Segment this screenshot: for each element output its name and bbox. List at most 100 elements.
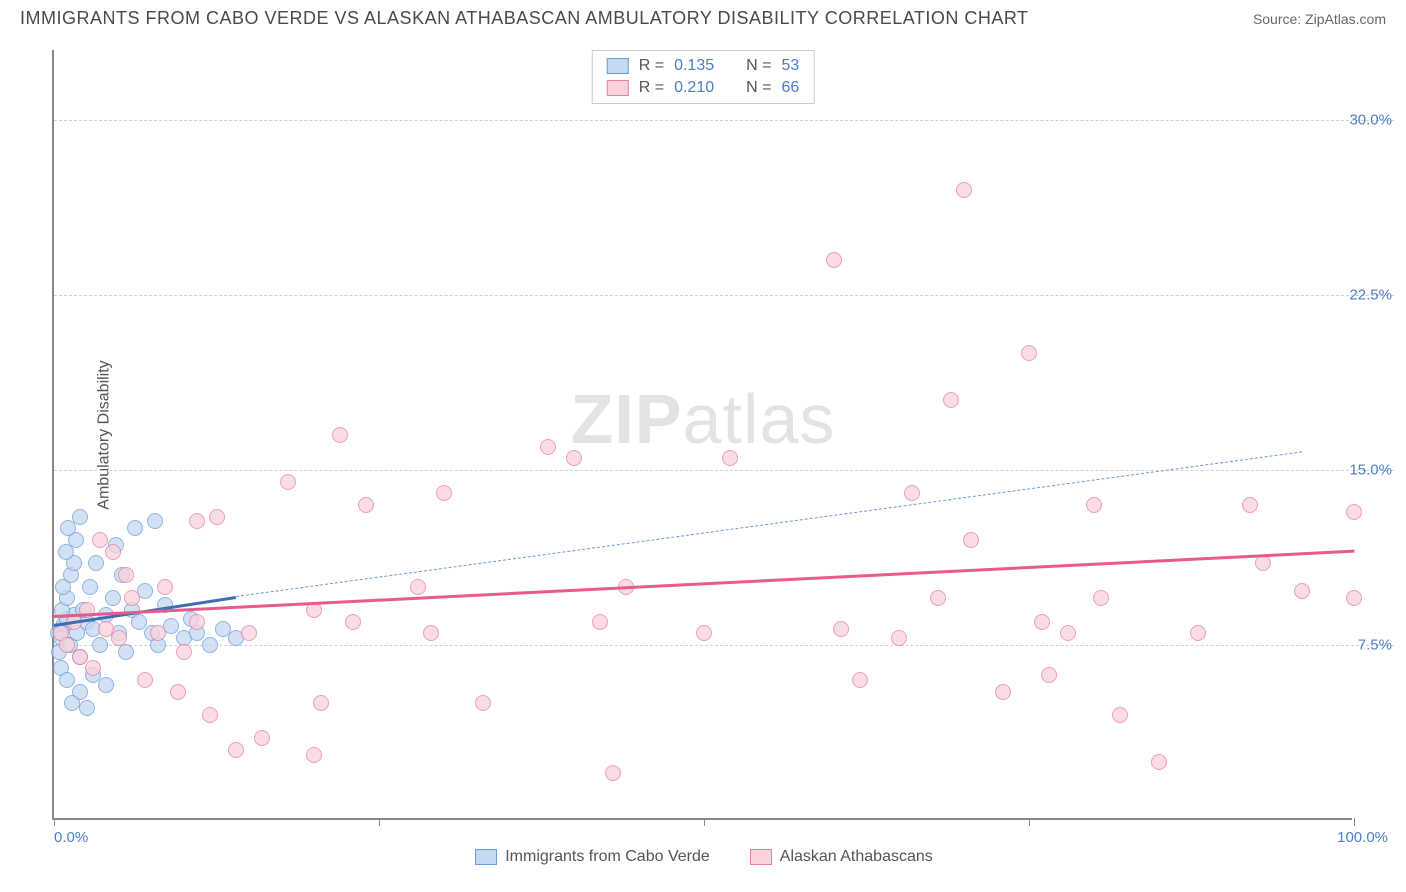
data-point (1086, 497, 1102, 513)
data-point (904, 485, 920, 501)
data-point (605, 765, 621, 781)
data-point (127, 520, 143, 536)
data-point (1021, 345, 1037, 361)
data-point (105, 590, 121, 606)
data-point (189, 614, 205, 630)
x-max-label: 100.0% (1337, 829, 1388, 846)
data-point (157, 579, 173, 595)
trend-line (236, 451, 1302, 597)
data-point (1060, 625, 1076, 641)
data-point (833, 621, 849, 637)
legend-series-label: Immigrants from Cabo Verde (505, 848, 710, 866)
data-point (566, 450, 582, 466)
data-point (1255, 555, 1271, 571)
data-point (826, 252, 842, 268)
data-point (540, 439, 556, 455)
plot-area: ZIPatlas R =0.135N =53R =0.210N =66 Immi… (52, 50, 1352, 820)
data-point (189, 513, 205, 529)
data-point (1242, 497, 1258, 513)
data-point (943, 392, 959, 408)
legend-r-label: R = (639, 79, 664, 97)
data-point (98, 677, 114, 693)
data-point (722, 450, 738, 466)
legend-n-label: N = (746, 57, 771, 75)
legend-swatch (607, 58, 629, 74)
legend-n-label: N = (746, 79, 771, 97)
legend-series-item: Alaskan Athabascans (750, 848, 933, 866)
data-point (202, 707, 218, 723)
data-point (956, 182, 972, 198)
gridline (54, 645, 1394, 646)
data-point (1346, 504, 1362, 520)
data-point (1151, 754, 1167, 770)
y-tick-label: 22.5% (1349, 287, 1392, 304)
legend-r-value: 0.210 (674, 79, 714, 97)
data-point (82, 579, 98, 595)
legend-swatch (750, 849, 772, 865)
legend-row: R = 0.135 N = 53 (607, 55, 800, 77)
trend-line (54, 549, 1354, 617)
data-point (79, 700, 95, 716)
data-point (592, 614, 608, 630)
data-point (72, 509, 88, 525)
legend-swatch (475, 849, 497, 865)
data-point (963, 532, 979, 548)
data-point (1034, 614, 1050, 630)
data-point (475, 695, 491, 711)
data-point (228, 742, 244, 758)
data-point (118, 567, 134, 583)
chart-container: Ambulatory Disability ZIPatlas R =0.135N… (52, 50, 1392, 820)
data-point (241, 625, 257, 641)
y-tick-label: 15.0% (1349, 462, 1392, 479)
source-label: Source: ZipAtlas.com (1253, 11, 1386, 27)
data-point (88, 555, 104, 571)
y-tick-label: 7.5% (1358, 637, 1392, 654)
data-point (852, 672, 868, 688)
data-point (345, 614, 361, 630)
data-point (358, 497, 374, 513)
data-point (137, 672, 153, 688)
data-point (696, 625, 712, 641)
legend-row: R = 0.210 N = 66 (607, 77, 800, 99)
x-tick (1029, 818, 1030, 826)
x-tick (1354, 818, 1355, 826)
data-point (170, 684, 186, 700)
data-point (92, 532, 108, 548)
gridline (54, 470, 1394, 471)
x-tick (54, 818, 55, 826)
data-point (332, 427, 348, 443)
data-point (105, 544, 121, 560)
legend-n-value: 53 (781, 57, 799, 75)
x-min-label: 0.0% (54, 829, 88, 846)
data-point (72, 649, 88, 665)
gridline (54, 295, 1394, 296)
data-point (111, 630, 127, 646)
data-point (930, 590, 946, 606)
data-point (1346, 590, 1362, 606)
data-point (306, 747, 322, 763)
legend-r-value: 0.135 (674, 57, 714, 75)
data-point (423, 625, 439, 641)
legend-r-label: R = (639, 57, 664, 75)
data-point (209, 509, 225, 525)
data-point (1190, 625, 1206, 641)
legend-series-label: Alaskan Athabascans (780, 848, 933, 866)
data-point (59, 672, 75, 688)
legend-series: Immigrants from Cabo Verde Alaskan Athaba… (54, 848, 1354, 866)
data-point (313, 695, 329, 711)
y-tick-label: 30.0% (1349, 112, 1392, 129)
data-point (1093, 590, 1109, 606)
legend-n-value: 66 (781, 79, 799, 97)
x-tick (379, 818, 380, 826)
data-point (85, 660, 101, 676)
data-point (1041, 667, 1057, 683)
legend-correlation: R = 0.135 N = 53 R = 0.210 N = 66 (592, 50, 815, 104)
data-point (410, 579, 426, 595)
x-tick (704, 818, 705, 826)
data-point (202, 637, 218, 653)
legend-swatch (607, 80, 629, 96)
data-point (436, 485, 452, 501)
data-point (1112, 707, 1128, 723)
legend-series-item: Immigrants from Cabo Verde (475, 848, 710, 866)
data-point (1294, 583, 1310, 599)
